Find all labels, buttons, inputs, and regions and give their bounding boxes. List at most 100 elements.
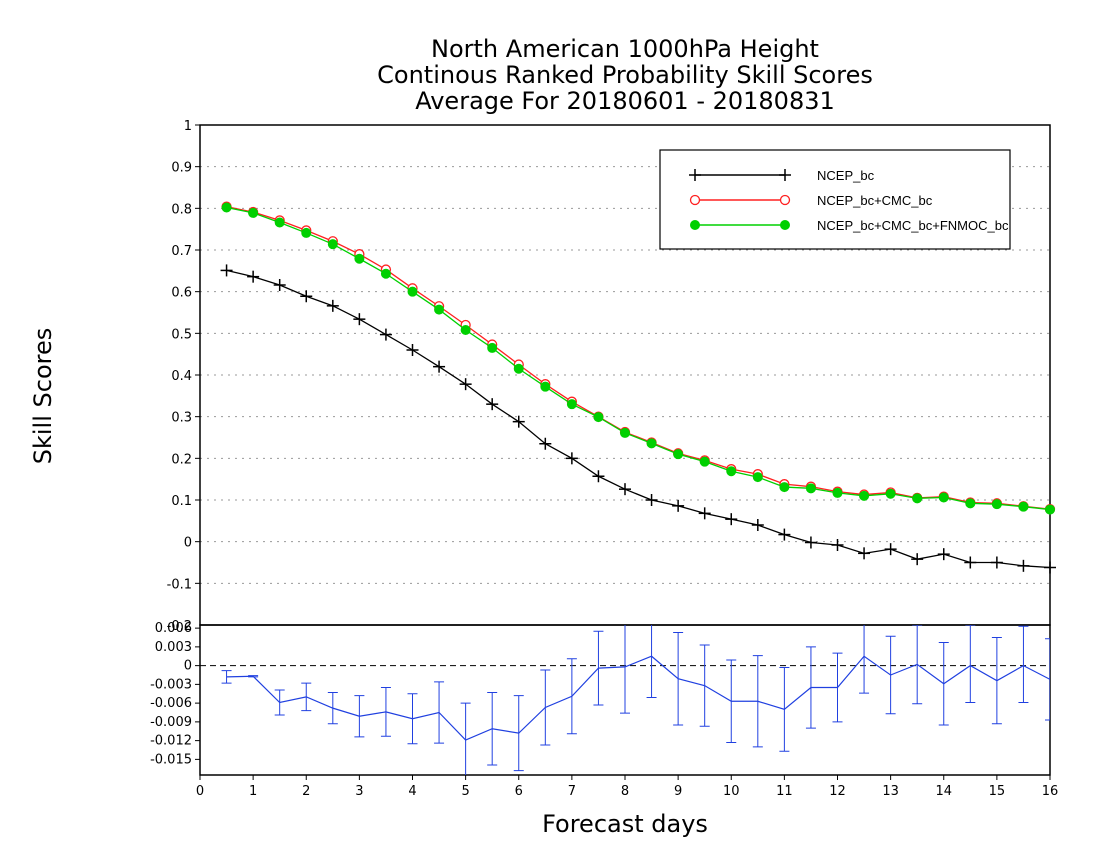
data-point-ncep-cmc-fnmoc bbox=[221, 202, 232, 213]
x-tick-label: 13 bbox=[882, 784, 899, 799]
title-line-1: North American 1000hPa Height bbox=[431, 35, 819, 63]
data-point-ncep-bc bbox=[645, 494, 658, 506]
y-tick-label-lower: -0.003 bbox=[150, 677, 192, 692]
data-point-ncep-cmc-fnmoc bbox=[1018, 501, 1029, 512]
y-tick-label-lower: 0.003 bbox=[155, 640, 192, 655]
data-point-ncep-bc bbox=[539, 437, 552, 450]
error-bar bbox=[301, 682, 312, 712]
data-point-ncep-bc bbox=[300, 290, 313, 303]
data-point-ncep-bc bbox=[751, 519, 764, 531]
data-point-ncep-cmc-fnmoc bbox=[434, 304, 445, 315]
error-bar bbox=[779, 667, 790, 752]
data-point-ncep-bc bbox=[273, 279, 286, 291]
data-point-ncep-cmc-fnmoc bbox=[805, 483, 816, 494]
error-bar bbox=[380, 687, 391, 737]
data-point-ncep-cmc-fnmoc bbox=[274, 217, 285, 228]
data-point-ncep-bc bbox=[990, 556, 1003, 569]
data-point-ncep-cmc-fnmoc bbox=[327, 239, 338, 250]
y-tick-label-lower: 0 bbox=[184, 659, 192, 674]
x-tick-label: 0 bbox=[196, 784, 204, 799]
y-tick-label-upper: 0.7 bbox=[171, 244, 192, 259]
data-point-ncep-cmc-fnmoc bbox=[566, 399, 577, 410]
series-line-0 bbox=[226, 269, 1051, 569]
data-point-ncep-cmc-fnmoc bbox=[699, 456, 710, 467]
data-point-ncep-bc bbox=[884, 543, 897, 556]
data-point-ncep-cmc-fnmoc bbox=[407, 286, 418, 297]
data-point-ncep-bc bbox=[804, 536, 817, 549]
data-point-ncep-bc bbox=[672, 499, 685, 512]
y-tick-label-upper: 0.4 bbox=[171, 369, 192, 384]
series-line-2 bbox=[226, 206, 1051, 511]
data-point-ncep-bc bbox=[911, 553, 924, 566]
data-point-ncep-cmc-fnmoc bbox=[779, 482, 790, 493]
error-bar bbox=[699, 644, 710, 727]
data-point-ncep-cmc-fnmoc bbox=[540, 381, 551, 392]
y-tick-label-upper: 0 bbox=[184, 536, 192, 551]
series-line-1 bbox=[226, 206, 1051, 510]
y-tick-label-upper: 0.3 bbox=[171, 411, 192, 426]
y-tick-label-lower: -0.009 bbox=[150, 715, 192, 730]
error-bar bbox=[752, 655, 763, 748]
y-tick-label-upper: 0.9 bbox=[171, 161, 192, 176]
y-tick-label-upper: 0.5 bbox=[171, 327, 192, 342]
error-bar bbox=[726, 659, 737, 743]
error-bar bbox=[1018, 625, 1029, 703]
data-point-ncep-bc bbox=[778, 528, 791, 541]
data-point-ncep-bc bbox=[247, 270, 260, 283]
data-point-ncep-cmc-fnmoc bbox=[832, 487, 843, 498]
data-point-ncep-cmc-fnmoc bbox=[1045, 504, 1055, 515]
legend-marker bbox=[689, 194, 701, 206]
data-point-ncep-cmc-fnmoc bbox=[301, 227, 312, 238]
chart-title: North American 1000hPa Height Continous … bbox=[200, 36, 1050, 114]
data-point-ncep-cmc-fnmoc bbox=[620, 427, 630, 438]
legend-marker bbox=[690, 220, 700, 230]
data-point-ncep-cmc-fnmoc bbox=[248, 207, 259, 218]
data-point-ncep-bc bbox=[831, 539, 844, 551]
data-point-ncep-cmc-fnmoc bbox=[938, 492, 949, 503]
data-point-ncep-cmc-fnmoc bbox=[752, 472, 763, 483]
y-tick-label-upper: 1 bbox=[184, 119, 192, 134]
x-axis-label: Forecast days bbox=[542, 810, 708, 838]
data-point-ncep-cmc-fnmoc bbox=[726, 466, 737, 477]
x-tick-label: 3 bbox=[355, 784, 363, 799]
x-tick-label: 9 bbox=[674, 784, 682, 799]
title-line-3: Average For 20180601 - 20180831 bbox=[415, 87, 835, 115]
data-point-ncep-bc bbox=[619, 483, 631, 496]
data-point-ncep-cmc-fnmoc bbox=[354, 253, 365, 264]
x-tick-label: 16 bbox=[1042, 784, 1059, 799]
data-point-ncep-bc bbox=[592, 470, 605, 483]
y-tick-label-upper: 0.8 bbox=[171, 202, 192, 217]
error-bar bbox=[566, 658, 577, 735]
legend-label-0: NCEP_bc bbox=[817, 168, 875, 183]
title-line-2: Continous Ranked Probability Skill Score… bbox=[377, 61, 873, 89]
y-tick-label-lower: -0.012 bbox=[150, 734, 192, 749]
error-bar bbox=[673, 632, 684, 726]
error-bar bbox=[274, 689, 285, 716]
data-point-ncep-bc bbox=[1044, 561, 1056, 574]
error-bar bbox=[460, 702, 471, 775]
data-point-ncep-bc bbox=[486, 398, 499, 411]
y-tick-label-upper: 0.1 bbox=[171, 494, 192, 509]
error-bar bbox=[487, 692, 498, 766]
x-tick-label: 5 bbox=[461, 784, 469, 799]
x-tick-label: 12 bbox=[829, 784, 846, 799]
error-bar bbox=[354, 695, 365, 738]
data-point-ncep-bc bbox=[220, 264, 233, 277]
y-tick-label-lower: 0.006 bbox=[155, 621, 192, 636]
y-tick-label-upper: 0.6 bbox=[171, 286, 192, 301]
data-point-ncep-cmc-fnmoc bbox=[965, 498, 976, 509]
data-point-ncep-bc bbox=[512, 415, 525, 428]
error-bar bbox=[593, 630, 604, 706]
data-point-ncep-bc bbox=[698, 507, 711, 520]
data-point-ncep-bc bbox=[379, 328, 392, 341]
x-tick-label: 2 bbox=[302, 784, 310, 799]
error-bar bbox=[646, 625, 657, 698]
data-point-ncep-cmc-fnmoc bbox=[859, 490, 870, 501]
legend-marker bbox=[780, 220, 790, 230]
y-tick-label-upper: 0.2 bbox=[171, 452, 192, 467]
x-tick-label: 10 bbox=[723, 784, 740, 799]
data-point-ncep-bc bbox=[353, 313, 366, 326]
error-bar bbox=[248, 675, 259, 678]
data-point-ncep-bc bbox=[1017, 559, 1030, 572]
